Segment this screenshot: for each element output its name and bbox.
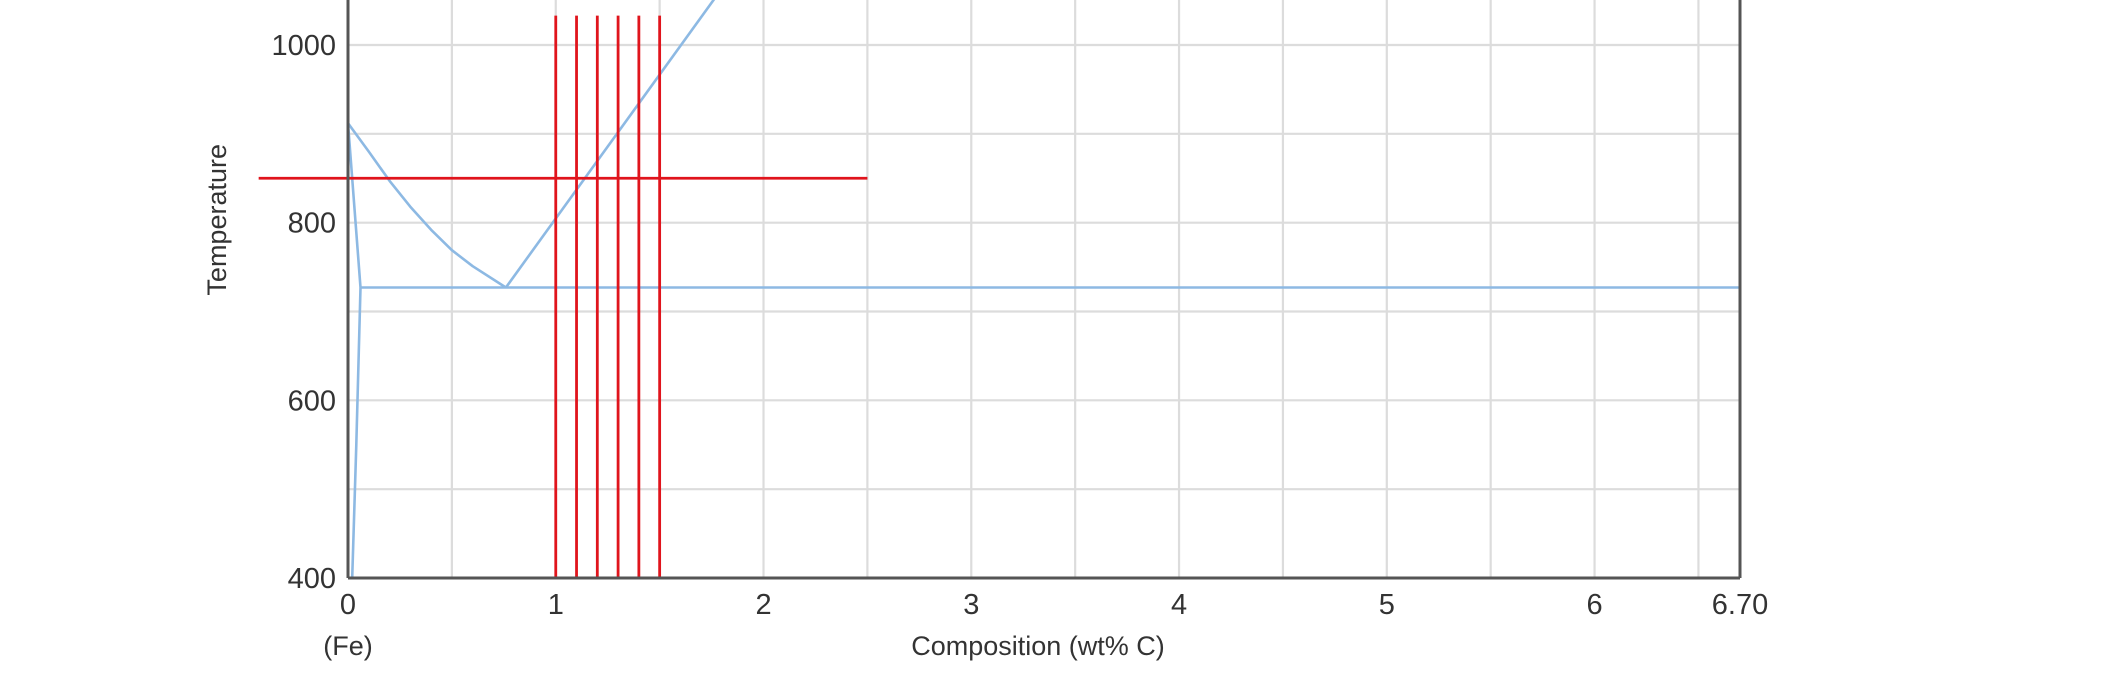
x-tick-label: 2	[755, 589, 771, 621]
x-tick-label: 6	[1586, 589, 1602, 621]
overlay-layer	[258, 15, 868, 578]
y-tick-label: 400	[288, 563, 336, 595]
x-tick-label: 6.70	[1712, 589, 1768, 621]
y-axis-label: Temperature	[202, 144, 232, 296]
y-tick-label: 1000	[271, 30, 336, 62]
x-tick-label: 3	[963, 589, 979, 621]
x-tick-label: 1	[548, 589, 564, 621]
y-tick-label: 600	[288, 385, 336, 417]
phase-boundary-line	[346, 122, 507, 289]
axes-layer	[346, 0, 1742, 580]
x-axis-fe-label: (Fe)	[323, 631, 373, 661]
y-tick-label: 800	[288, 208, 336, 240]
x-tick-label: 5	[1379, 589, 1395, 621]
phase-boundary-line	[346, 123, 362, 579]
x-tick-label: 0	[340, 589, 356, 621]
x-tick-label: 4	[1171, 589, 1187, 621]
tick-labels: 0 1 2 3 4 5 6 6.70 400 600 800 1000	[271, 30, 1768, 621]
x-axis-label: Composition (wt% C)	[911, 631, 1165, 661]
